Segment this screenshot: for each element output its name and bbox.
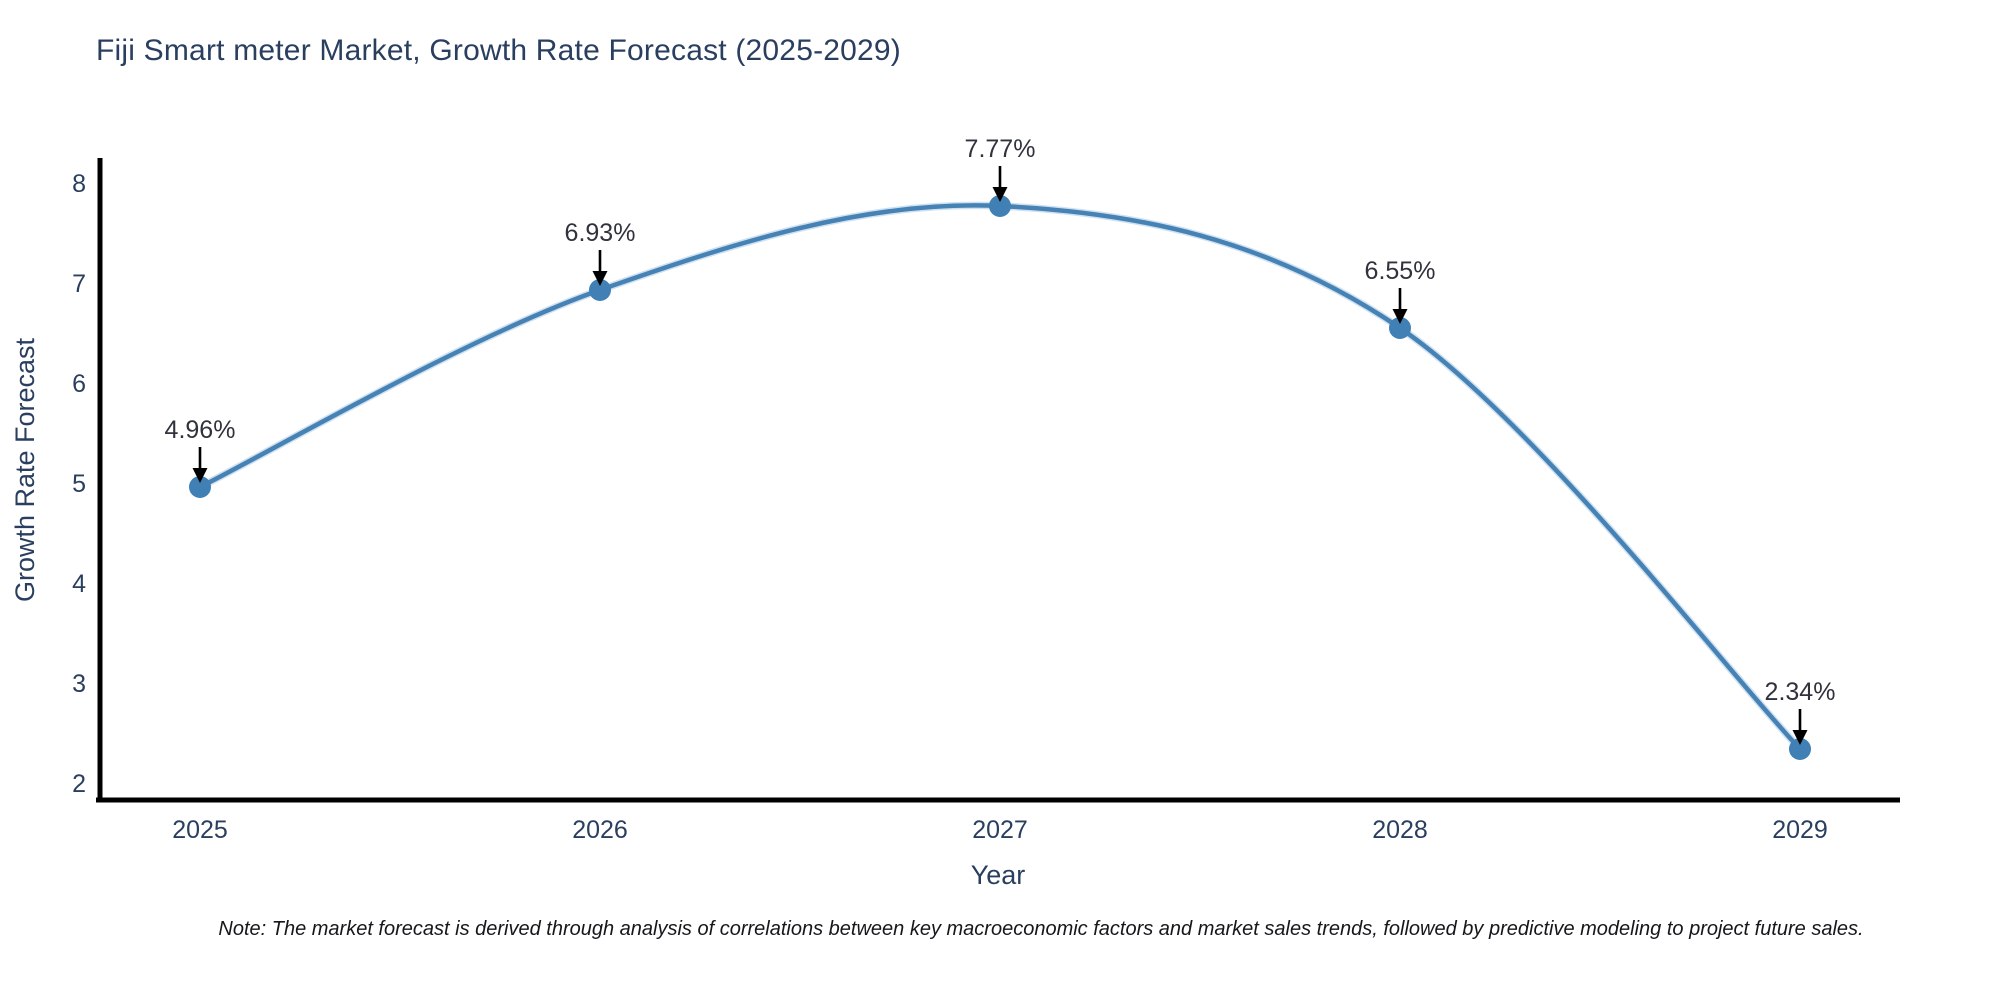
data-point-label: 7.77%	[965, 135, 1036, 163]
annotation-arrowhead-icon	[592, 271, 608, 286]
chart-title: Fiji Smart meter Market, Growth Rate For…	[96, 34, 901, 67]
data-point-marker[interactable]	[589, 279, 611, 301]
data-point-marker[interactable]	[989, 195, 1011, 217]
x-tick-label: 2029	[1772, 816, 1828, 844]
data-point-marker[interactable]	[189, 476, 211, 498]
data-point-label: 6.55%	[1365, 257, 1436, 285]
annotation-arrowhead-icon	[192, 468, 208, 483]
series-line	[197, 203, 1803, 752]
annotation-arrowhead-icon	[1792, 730, 1808, 745]
y-tick-label: 7	[72, 270, 86, 298]
footnote: Note: The market forecast is derived thr…	[218, 918, 1864, 940]
y-tick-label: 2	[72, 770, 86, 798]
data-point-label: 6.93%	[565, 219, 636, 247]
y-axis-title: Growth Rate Forecast	[10, 337, 40, 602]
x-axis-title: Year	[971, 860, 1026, 890]
x-tick-label: 2025	[172, 816, 228, 844]
y-tick-label: 8	[72, 170, 86, 198]
data-point-label: 4.96%	[165, 416, 236, 444]
y-tick-label: 4	[72, 570, 86, 598]
data-point-label: 2.34%	[1765, 678, 1836, 706]
data-point-marker[interactable]	[1389, 317, 1411, 339]
y-tick-label: 5	[72, 470, 86, 498]
annotation-arrowhead-icon	[992, 187, 1008, 202]
x-tick-label: 2028	[1372, 816, 1428, 844]
data-point-marker[interactable]	[1789, 738, 1811, 760]
y-tick-label: 6	[72, 370, 86, 398]
y-tick-label: 3	[72, 670, 86, 698]
annotation-arrowhead-icon	[1392, 309, 1408, 324]
x-tick-label: 2027	[972, 816, 1028, 844]
x-tick-label: 2026	[572, 816, 628, 844]
